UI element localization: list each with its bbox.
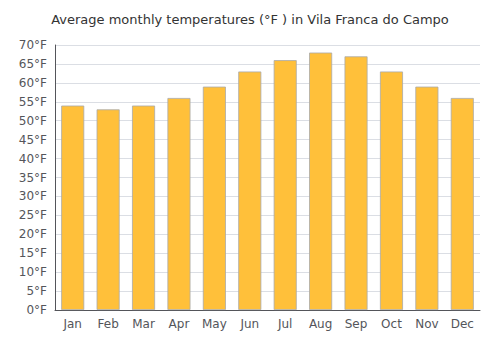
svg-text:15°F: 15°F [19,246,47,260]
svg-text:45°F: 45°F [19,133,47,147]
svg-text:Jul: Jul [277,317,292,331]
svg-text:Apr: Apr [169,317,190,331]
svg-text:35°F: 35°F [19,171,47,185]
svg-text:40°F: 40°F [19,152,47,166]
svg-text:Aug: Aug [309,317,332,331]
svg-text:Dec: Dec [451,317,474,331]
svg-text:5°F: 5°F [26,284,47,298]
svg-text:Feb: Feb [98,317,119,331]
svg-text:65°F: 65°F [19,57,47,71]
svg-text:20°F: 20°F [19,227,47,241]
svg-text:Jun: Jun [239,317,259,331]
svg-text:Sep: Sep [345,317,368,331]
svg-text:30°F: 30°F [19,189,47,203]
svg-text:Oct: Oct [381,317,402,331]
svg-text:55°F: 55°F [19,95,47,109]
svg-text:Average monthly temperatures (: Average monthly temperatures (°F ) in Vi… [51,12,449,27]
svg-text:10°F: 10°F [19,265,47,279]
svg-text:Nov: Nov [415,317,438,331]
svg-text:70°F: 70°F [19,38,47,52]
svg-text:Jan: Jan [62,317,82,331]
svg-text:50°F: 50°F [19,114,47,128]
svg-text:May: May [202,317,227,331]
svg-text:60°F: 60°F [19,76,47,90]
svg-text:Mar: Mar [132,317,155,331]
svg-text:0°F: 0°F [26,303,47,317]
svg-text:25°F: 25°F [19,208,47,222]
